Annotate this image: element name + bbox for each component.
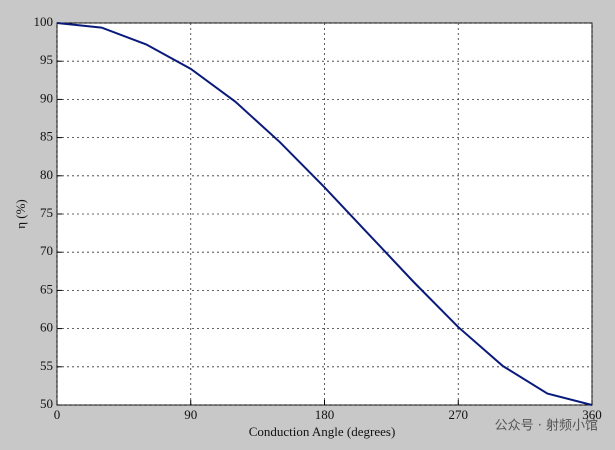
y-tick-label: 55 [40, 358, 53, 373]
x-axis-label: Conduction Angle (degrees) [249, 424, 396, 439]
y-tick-label: 70 [40, 243, 53, 258]
y-tick-label: 75 [40, 205, 53, 220]
y-tick-label: 95 [40, 52, 53, 67]
y-tick-label: 60 [40, 320, 53, 335]
x-tick-label: 360 [582, 407, 602, 422]
y-axis-label: η (%) [13, 199, 28, 229]
x-tick-label: 180 [315, 407, 335, 422]
y-tick-label: 50 [40, 396, 53, 411]
y-tick-label: 90 [40, 90, 53, 105]
y-tick-label: 80 [40, 167, 53, 182]
x-tick-label: 90 [184, 407, 197, 422]
x-tick-label: 270 [449, 407, 469, 422]
y-tick-label: 100 [34, 14, 54, 29]
y-tick-label: 85 [40, 129, 53, 144]
watermark: 公众号 · 射频小馆 [495, 418, 598, 434]
line-series [56, 22, 593, 406]
y-tick-label: 65 [40, 281, 53, 296]
x-tick-label: 0 [54, 407, 61, 422]
